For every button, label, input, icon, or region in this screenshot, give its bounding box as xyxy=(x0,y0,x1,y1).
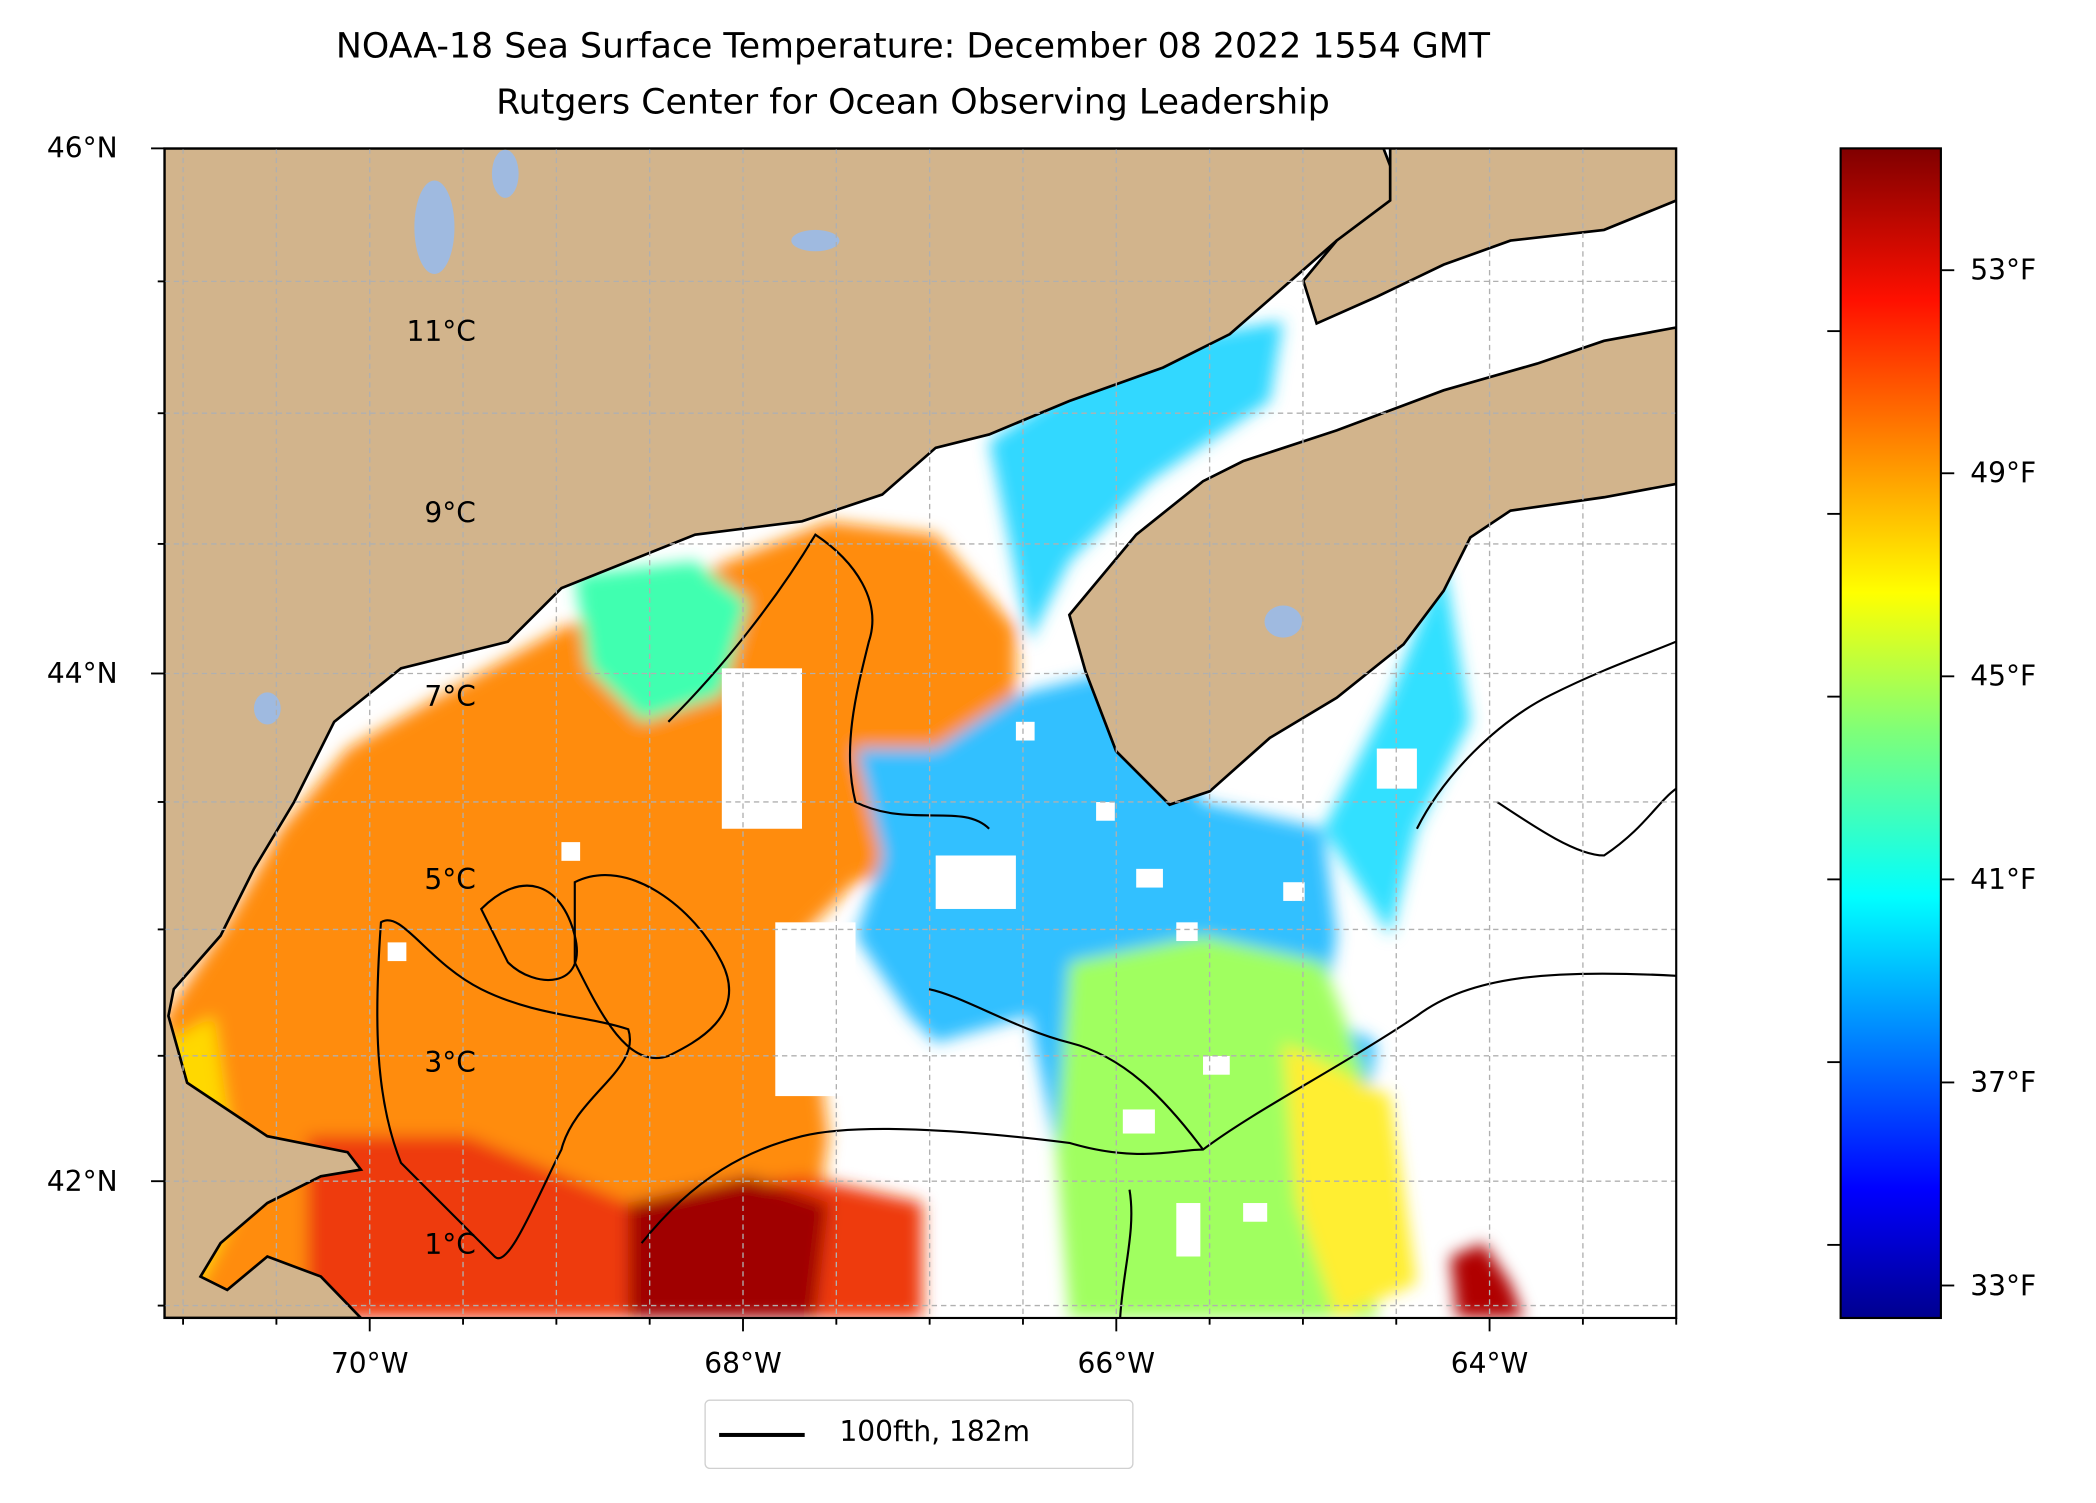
lon-tick-66w: 66°W xyxy=(1077,1347,1156,1380)
colorbar-label-5c: 5°C xyxy=(424,863,476,896)
bathymetry-contour-100fth xyxy=(376,533,1677,1318)
lat-tick-44n: 44°N xyxy=(46,657,118,690)
chart-subtitle: Rutgers Center for Ocean Observing Leade… xyxy=(496,82,1330,123)
plot-frame xyxy=(163,147,1678,1320)
colorbar-label-49f: 49°F xyxy=(1970,457,2037,490)
lon-tick-64w: 64°W xyxy=(1450,1347,1529,1380)
lat-tick-42n: 42°N xyxy=(46,1165,118,1198)
axis-ticks xyxy=(151,147,1678,1332)
land-nova-scotia xyxy=(1067,326,1677,807)
gridlines xyxy=(164,148,1677,1318)
colorbar-label-45f: 45°F xyxy=(1970,660,2037,693)
colorbar-label-1c: 1°C xyxy=(424,1228,476,1261)
legend-label: 100fth, 182m xyxy=(839,1415,1030,1448)
land-new-england xyxy=(164,148,1406,1318)
colorbar-label-33f: 33°F xyxy=(1970,1269,2037,1302)
colorbar-label-3c: 3°C xyxy=(424,1046,476,1079)
colorbar-label-41f: 41°F xyxy=(1970,863,2037,896)
lon-tick-70w: 70°W xyxy=(330,1347,409,1380)
colorbar-ticks xyxy=(1827,269,1955,1287)
colorbar-label-37f: 37°F xyxy=(1970,1066,2037,1099)
lon-tick-68w: 68°W xyxy=(704,1347,782,1380)
colorbar-label-53f: 53°F xyxy=(1970,254,2037,287)
colorbar-label-11c: 11°C xyxy=(406,315,476,348)
colorbar-label-7c: 7°C xyxy=(424,680,476,713)
lakes xyxy=(253,149,1302,725)
legend: 100fth, 182m xyxy=(704,1399,1134,1470)
chart-title: NOAA-18 Sea Surface Temperature: Decembe… xyxy=(335,26,1491,67)
colorbar xyxy=(1839,147,1942,1320)
colorbar-label-9c: 9°C xyxy=(424,497,476,530)
legend-line-swatch xyxy=(719,1432,805,1437)
lat-tick-46n: 46°N xyxy=(46,132,118,165)
